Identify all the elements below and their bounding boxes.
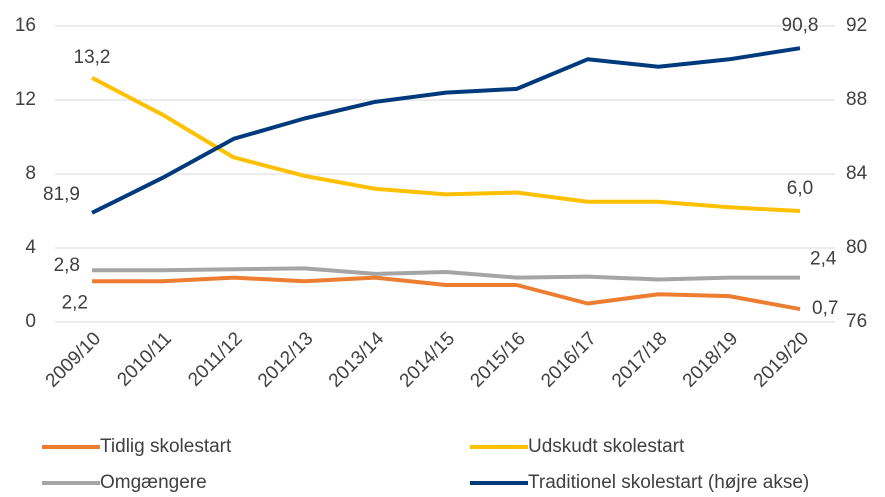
data-label: 2,2 bbox=[62, 292, 88, 313]
data-label: 81,9 bbox=[43, 184, 80, 205]
series-line bbox=[91, 46, 801, 215]
x-tick-label: 2009/10 bbox=[42, 328, 105, 391]
data-label: 13,2 bbox=[74, 47, 111, 68]
x-tick-label: 2019/20 bbox=[750, 328, 813, 391]
data-label: 0,7 bbox=[812, 298, 838, 319]
data-label: 6,0 bbox=[787, 178, 813, 199]
x-tick-label: 2018/19 bbox=[679, 328, 742, 391]
legend-label: Tidlig skolestart bbox=[100, 436, 232, 457]
y2-tick-label: 84 bbox=[846, 163, 868, 184]
y-tick-label: 4 bbox=[25, 237, 36, 258]
x-tick-label: 2011/12 bbox=[184, 328, 246, 390]
legend-label: Omgængere bbox=[100, 472, 207, 493]
data-label: 90,8 bbox=[782, 15, 819, 36]
x-tick-label: 2017/18 bbox=[608, 328, 671, 391]
y2-tick-label: 80 bbox=[846, 237, 867, 258]
data-label: 2,4 bbox=[810, 249, 837, 270]
y-tick-label: 0 bbox=[25, 311, 36, 332]
y2-tick-label: 88 bbox=[846, 89, 867, 110]
y2-tick-label: 92 bbox=[846, 15, 867, 36]
series-line bbox=[92, 266, 800, 282]
legend-label: Traditionel skolestart (højre akse) bbox=[528, 472, 809, 493]
y-tick-label: 8 bbox=[25, 163, 36, 184]
x-tick-label: 2010/11 bbox=[113, 328, 175, 390]
x-tick-label: 2012/13 bbox=[254, 328, 317, 391]
x-tick-label: 2013/14 bbox=[325, 328, 389, 392]
y-tick-label: 12 bbox=[15, 89, 36, 110]
x-tick-label: 2016/17 bbox=[537, 328, 600, 391]
y2-tick-label: 76 bbox=[846, 311, 867, 332]
x-tick-label: 2015/16 bbox=[466, 328, 529, 391]
data-label: 2,8 bbox=[54, 255, 80, 276]
series-line bbox=[91, 76, 801, 213]
legend-label: Udskudt skolestart bbox=[528, 436, 685, 457]
y-tick-label: 16 bbox=[15, 15, 36, 36]
series-line bbox=[92, 275, 801, 312]
x-tick-label: 2014/15 bbox=[396, 328, 459, 391]
